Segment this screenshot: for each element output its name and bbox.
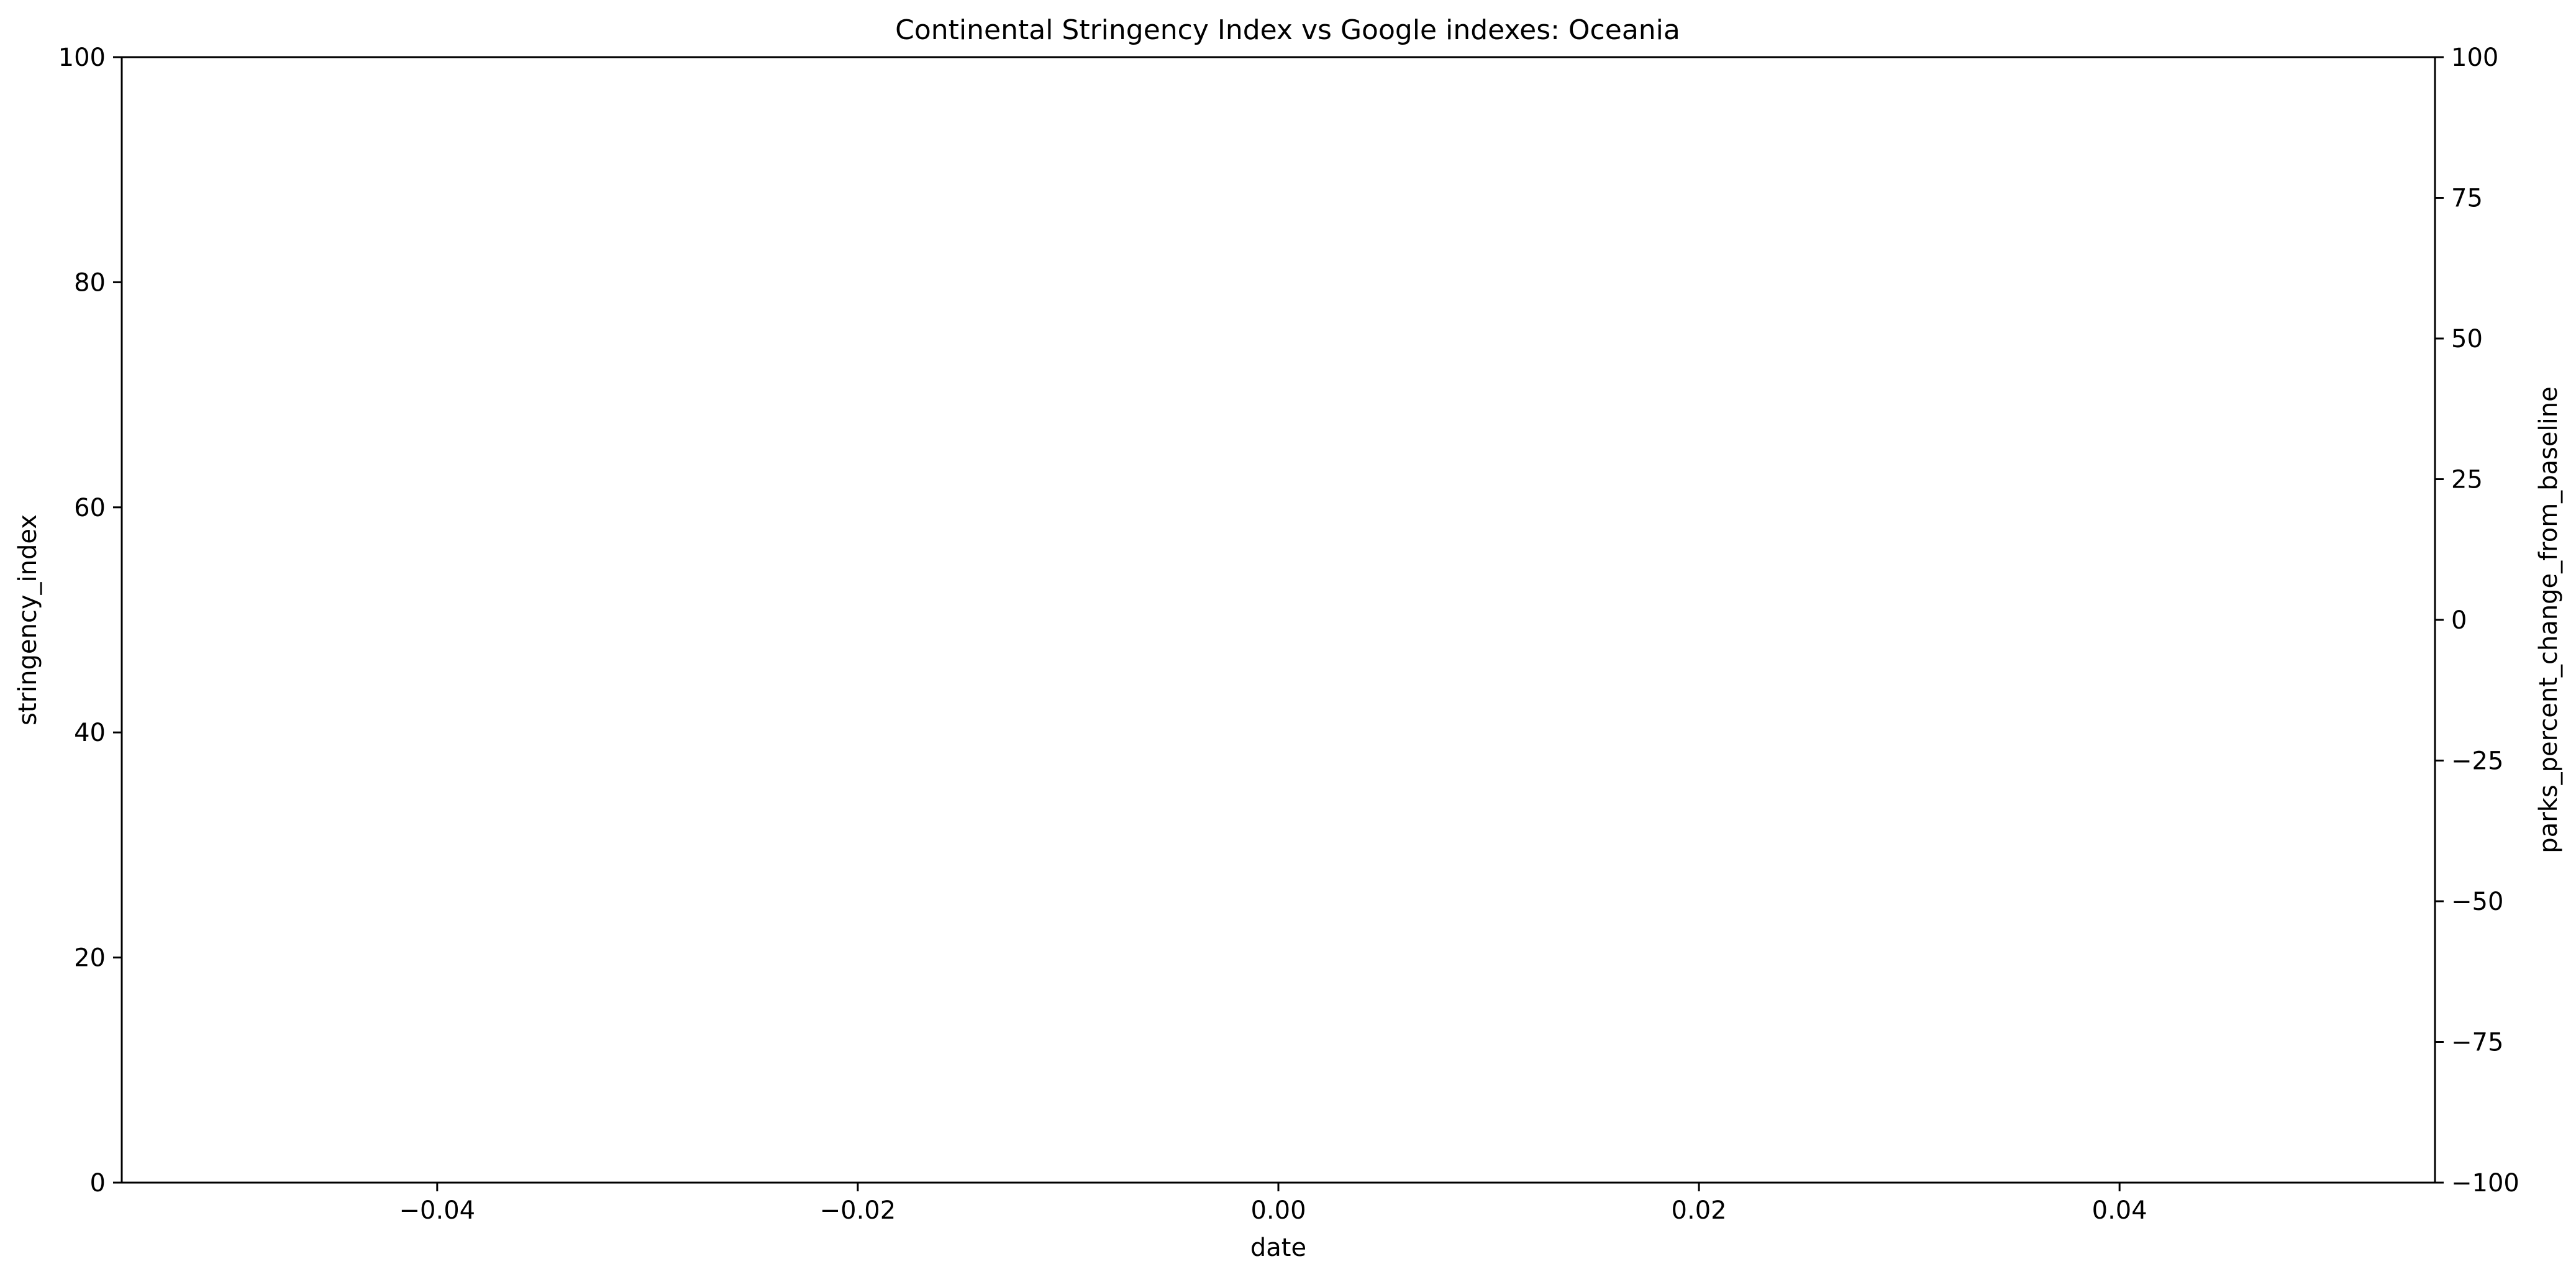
y-axis-label: stringency_index [14, 514, 42, 725]
y2-tick-label: 100 [2451, 43, 2498, 72]
x-axis-ticks: −0.04 −0.02 0.00 0.02 0.04 [399, 1183, 2147, 1225]
y2-tick-label: −50 [2451, 888, 2503, 916]
y-axis-ticks: 0 20 40 60 80 100 [58, 43, 122, 1198]
y2-axis-label: parks_percent_change_from_baseline [2534, 386, 2563, 853]
y2-tick-label: 0 [2451, 606, 2467, 635]
x-tick-label: 0.04 [2092, 1196, 2147, 1225]
x-axis-label: date [1250, 1234, 1306, 1262]
x-tick-label: 0.02 [1672, 1196, 1727, 1225]
y2-tick-label: −75 [2451, 1029, 2503, 1057]
y-tick-label: 40 [74, 719, 106, 747]
y2-tick-label: 50 [2451, 325, 2483, 353]
x-tick-label: 0.00 [1250, 1196, 1306, 1225]
y-tick-label: 100 [58, 43, 106, 72]
chart-title: Continental Stringency Index vs Google i… [895, 14, 1680, 46]
y-tick-label: 20 [74, 944, 106, 973]
y2-tick-label: −100 [2451, 1169, 2519, 1198]
x-tick-label: −0.04 [399, 1196, 476, 1225]
y2-tick-label: 75 [2451, 184, 2483, 213]
y2-tick-label: 25 [2451, 466, 2483, 494]
y-tick-label: 80 [74, 268, 106, 297]
y-tick-label: 0 [90, 1169, 106, 1198]
x-tick-label: −0.02 [820, 1196, 896, 1225]
y2-tick-label: −25 [2451, 747, 2503, 776]
y2-axis-ticks: −100 −75 −50 −25 0 25 50 75 100 [2435, 43, 2519, 1198]
y-tick-label: 60 [74, 494, 106, 522]
